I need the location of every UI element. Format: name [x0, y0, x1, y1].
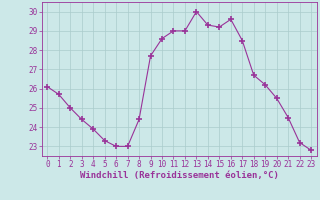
- X-axis label: Windchill (Refroidissement éolien,°C): Windchill (Refroidissement éolien,°C): [80, 171, 279, 180]
